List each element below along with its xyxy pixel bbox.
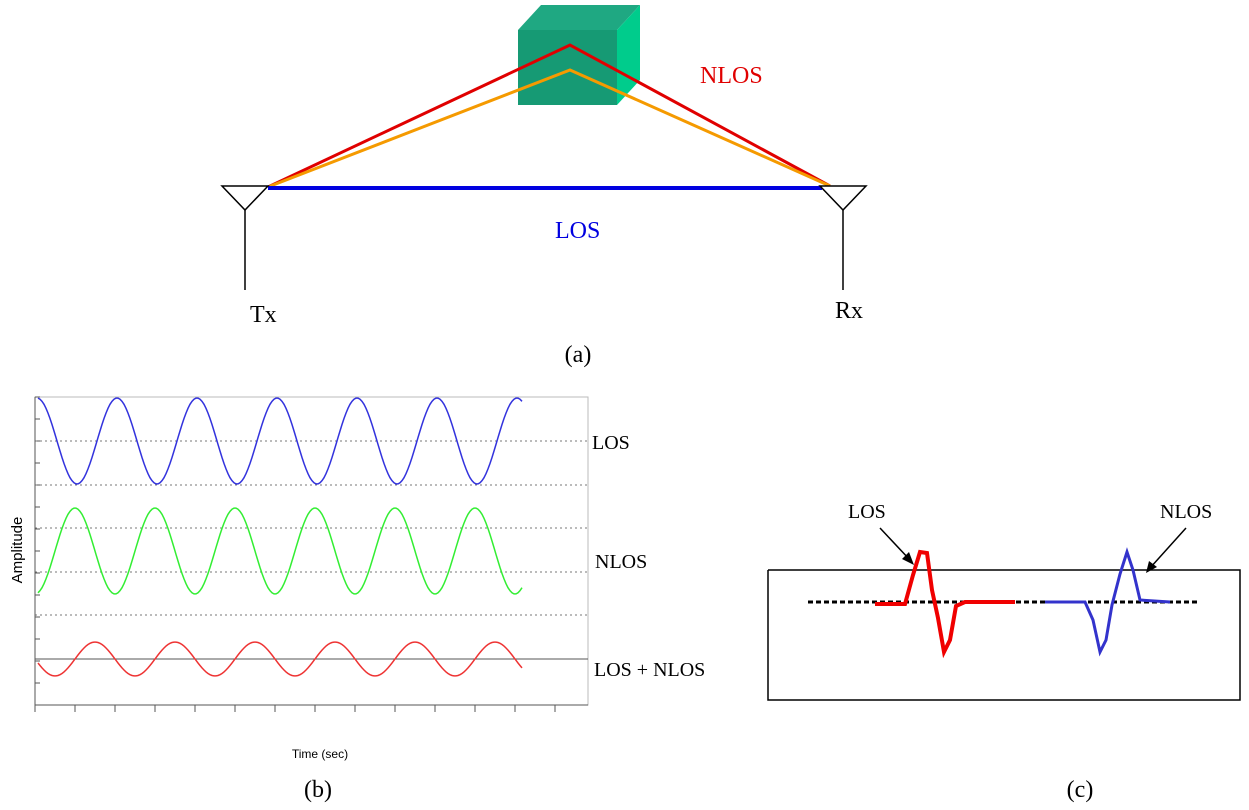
panel-a: NLOS LOS Tx Rx (a) — [222, 5, 866, 368]
arrow — [1150, 528, 1186, 568]
rx-label: Rx — [835, 298, 863, 324]
x-axis-label: Time (sec) — [292, 747, 348, 761]
frame — [768, 570, 1240, 700]
nlos-label: NLOS — [1160, 501, 1212, 523]
panel-b: LOS NLOS LOS + NLOS Amplitude Time (sec)… — [9, 397, 705, 803]
page: NLOS LOS Tx Rx (a) LOS NLOS LOS + NLOS A… — [0, 0, 1249, 810]
caption: (a) — [565, 342, 592, 368]
caption: (c) — [1067, 777, 1094, 803]
caption: (b) — [304, 777, 332, 803]
panel-c: LOS NLOS (c) — [768, 501, 1240, 803]
los-label: LOS — [848, 501, 886, 523]
nlos-label: NLOS — [595, 551, 647, 573]
rx-antenna — [820, 186, 866, 210]
cube-front — [518, 30, 617, 105]
arrow — [880, 528, 910, 560]
nlos-label: NLOS — [700, 63, 763, 89]
figure: NLOS LOS Tx Rx (a) LOS NLOS LOS + NLOS A… — [0, 0, 1249, 810]
tx-antenna — [222, 186, 268, 210]
sum-label: LOS + NLOS — [594, 659, 705, 681]
los-label: LOS — [592, 432, 630, 454]
tx-label: Tx — [250, 302, 277, 328]
los-label: LOS — [555, 218, 600, 244]
y-axis-label: Amplitude — [9, 517, 26, 584]
